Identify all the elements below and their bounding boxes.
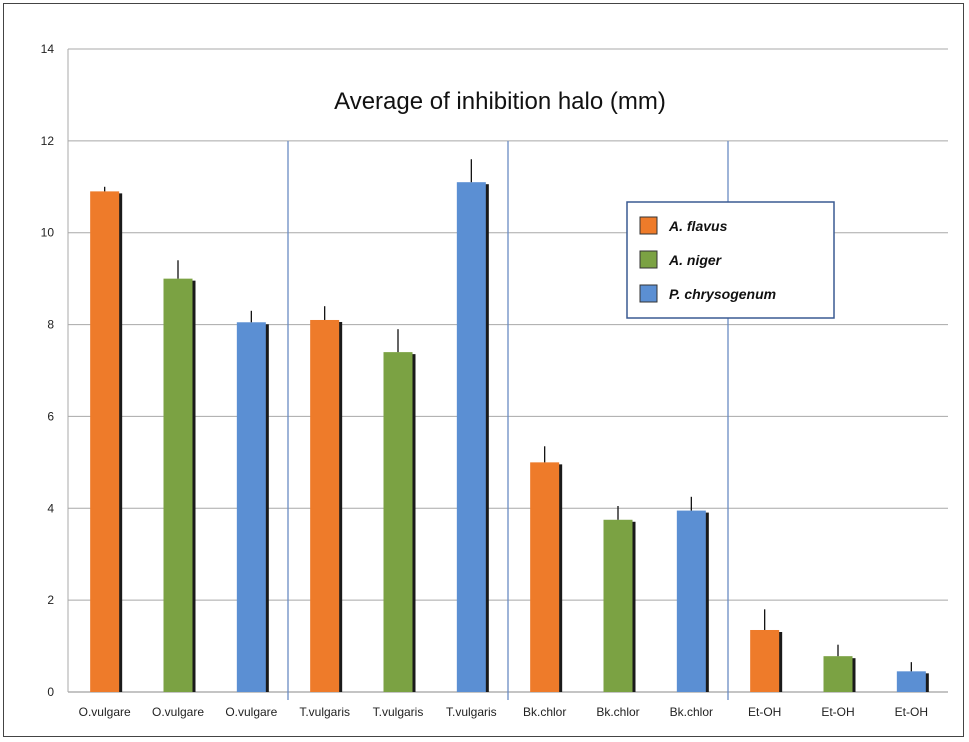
legend-box xyxy=(626,201,835,319)
bar-p--chrysogenum xyxy=(676,510,706,692)
y-tick-labels: 0 2 4 6 8 10 12 14 xyxy=(41,42,55,699)
x-category-labels: O.vulgare O.vulgare O.vulgare T.vulgaris T.v… xyxy=(79,705,928,719)
bar-a--niger xyxy=(603,519,633,692)
y-tick-label: 6 xyxy=(47,409,54,423)
bar-a--flavus xyxy=(310,319,340,692)
x-category-label: Bk.chlor xyxy=(523,705,566,719)
chart-title: Average of inhibition halo (mm) xyxy=(334,88,666,115)
x-category-label: O.vulgare xyxy=(225,705,277,719)
bar-p--chrysogenum xyxy=(456,182,486,692)
x-category-label: Bk.chlor xyxy=(596,705,639,719)
bars xyxy=(90,182,929,692)
x-category-label: Et-OH xyxy=(748,705,781,719)
legend-label: A. niger xyxy=(668,252,723,268)
bar-a--niger xyxy=(383,352,413,692)
y-tick-label: 12 xyxy=(41,134,55,148)
bar-a--niger xyxy=(823,656,853,692)
x-category-label: O.vulgare xyxy=(79,705,131,719)
bar-p--chrysogenum xyxy=(896,671,926,692)
y-tick-label: 2 xyxy=(47,593,54,607)
x-category-label: Bk.chlor xyxy=(670,705,713,719)
legend: A. flavus A. niger P. chrysogenum xyxy=(626,201,835,319)
y-tick-label: 10 xyxy=(41,226,55,240)
bar-a--flavus xyxy=(530,462,560,692)
legend-swatch xyxy=(639,216,658,235)
y-tick-label: 8 xyxy=(47,318,54,332)
x-category-label: T.vulgaris xyxy=(446,705,497,719)
y-tick-label: 0 xyxy=(47,685,54,699)
bar-a--flavus xyxy=(90,191,120,692)
bar-a--flavus xyxy=(750,629,780,692)
bar-p--chrysogenum xyxy=(236,322,266,692)
x-category-label: O.vulgare xyxy=(152,705,204,719)
x-category-label: T.vulgaris xyxy=(299,705,350,719)
error-bars xyxy=(104,159,912,672)
x-category-label: T.vulgaris xyxy=(373,705,424,719)
x-category-label: Et-OH xyxy=(821,705,854,719)
legend-label: A. flavus xyxy=(668,218,728,234)
legend-label: P. chrysogenum xyxy=(669,286,776,302)
bar-a--niger xyxy=(163,278,193,692)
y-tick-label: 14 xyxy=(41,42,55,56)
legend-swatch xyxy=(639,250,658,269)
x-category-label: Et-OH xyxy=(895,705,928,719)
y-tick-label: 4 xyxy=(47,501,54,515)
legend-swatch xyxy=(639,284,658,303)
